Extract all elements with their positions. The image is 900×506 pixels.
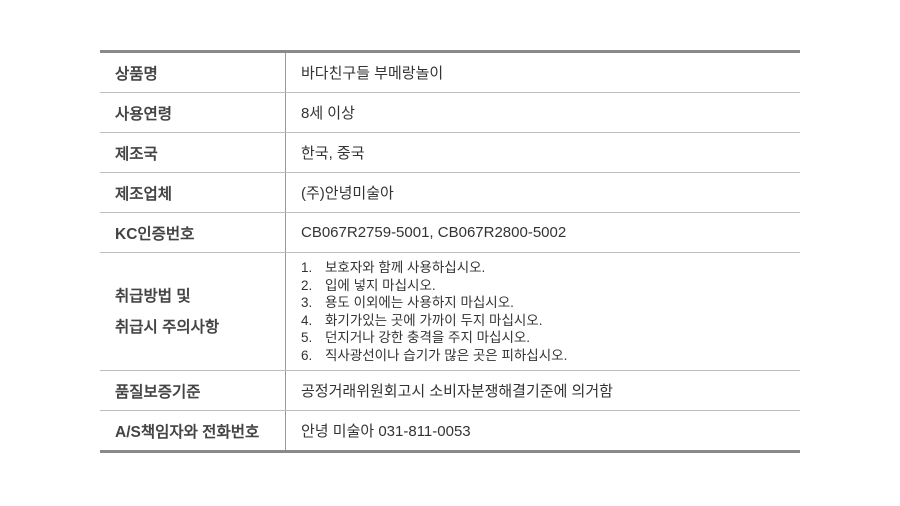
label-line: 취급시 주의사항 — [115, 318, 220, 336]
item-text: 직사광선이나 습기가 많은 곳은 피하십시오. — [325, 347, 568, 363]
row-value: 바다친구들 부메랑놀이 — [285, 51, 800, 93]
row-label: 사용연령 — [100, 92, 286, 133]
list-item: 4. 화기가있는 곳에 가까이 두지 마십시오. — [301, 312, 800, 330]
table-row: A/S책임자와 전화번호 안녕 미술아 031-811-0053 — [100, 410, 800, 452]
product-info-table: 상품명 바다친구들 부메랑놀이 사용연령 8세 이상 제조국 한국, 중국 제조… — [100, 50, 800, 453]
list-item: 2. 입에 넣지 마십시오. — [301, 277, 800, 295]
row-value: 공정거래위원회고시 소비자분쟁해결기준에 의거함 — [285, 370, 800, 411]
item-text: 보호자와 함께 사용하십시오. — [325, 260, 486, 275]
precautions-list: 1. 보호자와 함께 사용하십시오. 2. 입에 넣지 마십시오. 3. 용도 이외에… — [301, 259, 800, 364]
list-item: 6. 직사광선이나 습기가 많은 곳은 피하십시오. — [301, 347, 800, 365]
list-item: 1. 보호자와 함께 사용하십시오. — [301, 259, 800, 277]
item-text: 던지거나 강한 충격을 주지 마십시오. — [325, 330, 531, 345]
row-value: CB067R2759-5001, CB067R2800-5002 — [285, 212, 800, 253]
row-value: 1. 보호자와 함께 사용하십시오. 2. 입에 넣지 마십시오. 3. 용도 이외에… — [285, 252, 800, 371]
item-number: 6. — [301, 347, 313, 363]
table-row: KC인증번호 CB067R2759-5001, CB067R2800-5002 — [100, 212, 800, 253]
row-label: A/S책임자와 전화번호 — [100, 410, 286, 452]
item-number: 2. — [301, 277, 313, 293]
row-value: 한국, 중국 — [285, 132, 800, 173]
item-number: 5. — [301, 330, 313, 345]
list-item: 3. 용도 이외에는 사용하지 마십시오. — [301, 294, 800, 312]
table-row-precautions: 취급방법 및 취급시 주의사항 1. 보호자와 함께 사용하십시오. 2. 입에 넣… — [100, 252, 800, 371]
table-row: 제조업체 (주)안녕미술아 — [100, 172, 800, 213]
row-value: 8세 이상 — [285, 92, 800, 133]
table-row: 사용연령 8세 이상 — [100, 92, 800, 133]
row-value: (주)안녕미술아 — [285, 172, 800, 213]
item-text: 화기가있는 곳에 가까이 두지 마십시오. — [325, 312, 543, 328]
row-label: 취급방법 및 취급시 주의사항 — [100, 252, 286, 371]
table-row: 제조국 한국, 중국 — [100, 132, 800, 173]
label-line: 취급방법 및 — [115, 287, 191, 305]
row-label: 상품명 — [100, 51, 286, 93]
table-row: 품질보증기준 공정거래위원회고시 소비자분쟁해결기준에 의거함 — [100, 370, 800, 411]
item-text: 입에 넣지 마십시오. — [325, 277, 436, 293]
item-number: 3. — [301, 295, 313, 310]
table-row: 상품명 바다친구들 부메랑놀이 — [100, 51, 800, 93]
row-label: KC인증번호 — [100, 212, 286, 253]
item-number: 4. — [301, 312, 313, 328]
item-text: 용도 이외에는 사용하지 마십시오. — [325, 295, 514, 310]
row-label: 제조업체 — [100, 172, 286, 213]
item-number: 1. — [301, 260, 313, 275]
list-item: 5. 던지거나 강한 충격을 주지 마십시오. — [301, 329, 800, 347]
row-value: 안녕 미술아 031-811-0053 — [301, 423, 471, 440]
row-label: 제조국 — [100, 132, 286, 173]
row-label: 품질보증기준 — [100, 370, 286, 411]
